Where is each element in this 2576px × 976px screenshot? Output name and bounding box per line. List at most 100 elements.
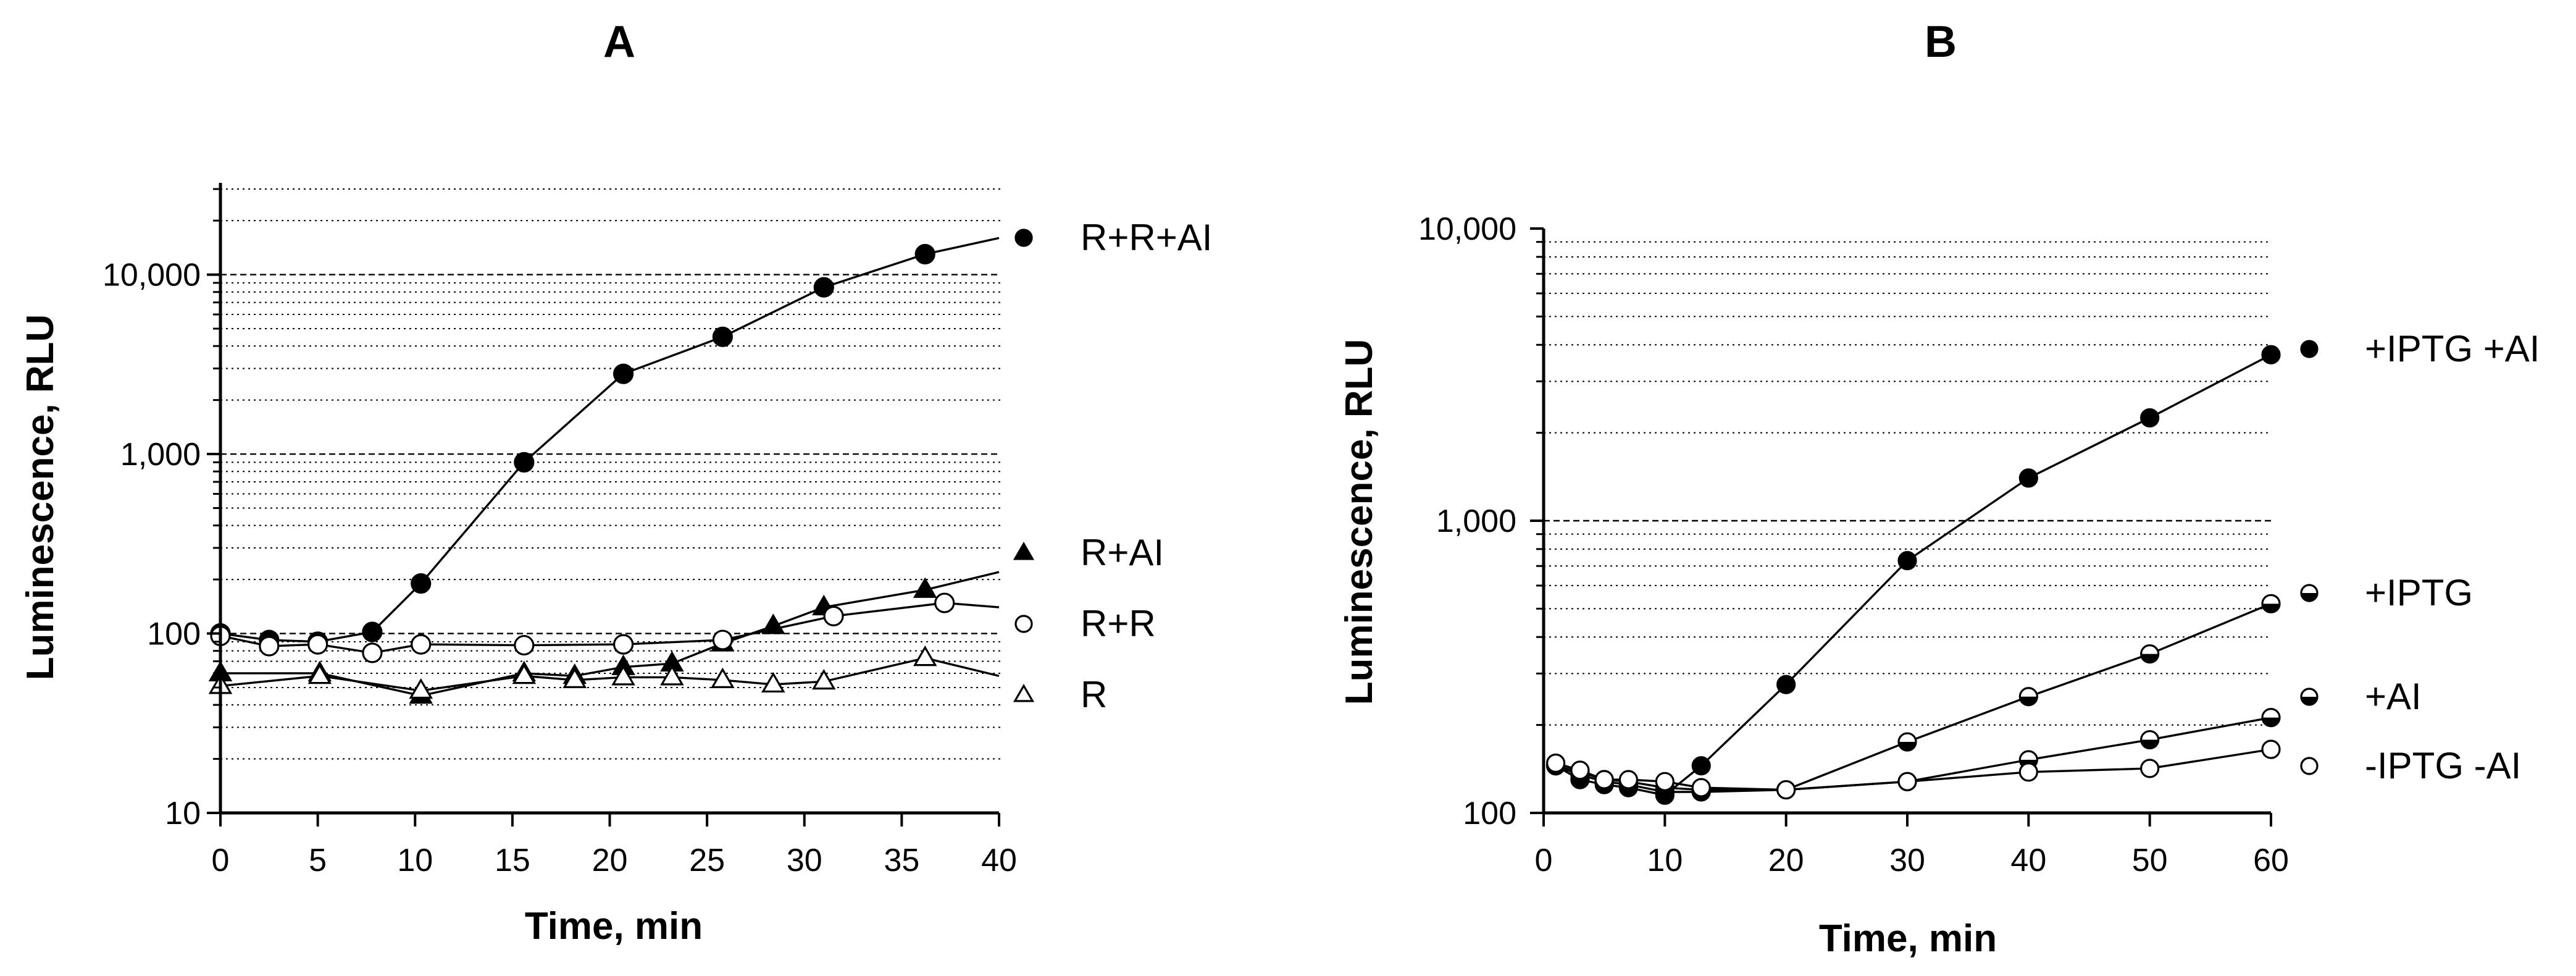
x-axis-label: Time, min (1819, 917, 1997, 960)
x-tick-label: 60 (2253, 843, 2289, 878)
y-axis-label: Luminescence, RLU (1338, 339, 1381, 705)
data-point (562, 667, 587, 688)
data-point (913, 577, 937, 598)
legend-marker (2300, 340, 2319, 358)
series-plusminus-iptg (1546, 594, 2281, 802)
x-tick-label: 30 (787, 843, 822, 878)
data-point (761, 671, 785, 693)
x-tick-label: 10 (1647, 843, 1683, 878)
y-tick-label: 10,000 (1418, 211, 1516, 247)
series-rplusminus-rplusminus-ai (210, 237, 1000, 652)
series-line (1555, 353, 2272, 796)
data-point (2018, 468, 2038, 488)
data-point (1691, 778, 1711, 797)
legend: R+R+AI R+AI R+R R (1013, 217, 1212, 715)
data-point (1546, 753, 1566, 773)
data-point (660, 665, 684, 686)
x-tick-label: 5 (309, 843, 327, 878)
legend-marker (2300, 584, 2319, 602)
data-point (514, 452, 535, 473)
legend: +IPTG +AI +IPTG +AI -IPTG -AI (2300, 328, 2540, 786)
series-line (220, 571, 1000, 697)
y-tick-label: 1,000 (1436, 503, 1516, 539)
chart-panel-b: B Luminescence, RLU Time, min 0 10 20 30 40 5… (1338, 17, 2540, 960)
series-line (220, 602, 1000, 654)
data-point (914, 243, 935, 265)
data-point (1655, 772, 1675, 791)
y-axis-label: Luminescence, RLU (19, 314, 62, 681)
data-point (711, 667, 735, 688)
data-point (712, 326, 733, 347)
series-line (220, 657, 1000, 692)
legend-marker (1014, 229, 1033, 247)
legend-label: R+R (1081, 603, 1156, 644)
data-point (2140, 644, 2160, 664)
axes: 0 5 10 15 20 25 30 35 40 10 100 1,000 10,000 (102, 183, 1017, 878)
data-point (1776, 675, 1796, 694)
data-point (362, 621, 383, 642)
y-tick-label: 10 (165, 796, 201, 831)
legend-marker (2300, 688, 2319, 706)
data-point (934, 592, 955, 613)
data-point (512, 663, 537, 684)
series-group (1546, 345, 2281, 805)
legend-marker (1014, 615, 1033, 633)
data-point (811, 668, 836, 690)
series-line (220, 237, 1000, 643)
x-tick-label: 0 (212, 843, 230, 878)
data-point (307, 663, 332, 684)
data-point (307, 634, 328, 655)
chart-title: A (603, 17, 635, 67)
gridlines (1544, 241, 2271, 726)
data-point (2140, 759, 2160, 778)
data-point (613, 363, 634, 384)
data-point (1776, 780, 1796, 800)
data-point (1594, 770, 1614, 789)
y-tick-label: 1,000 (120, 437, 201, 473)
x-tick-label: 50 (2132, 843, 2168, 878)
data-point (2140, 408, 2160, 428)
data-point (259, 636, 280, 657)
data-point (1897, 551, 1917, 571)
x-tick-label: 40 (2010, 843, 2046, 878)
data-point (409, 678, 433, 699)
legend-marker (1013, 683, 1035, 702)
data-point (823, 605, 844, 626)
series-minus-iptg-minus-ai (1546, 739, 2281, 800)
data-point (411, 573, 432, 594)
gridlines (220, 188, 1000, 760)
data-point (2018, 687, 2038, 707)
x-tick-label: 40 (981, 843, 1017, 878)
data-point (362, 642, 383, 663)
data-point (2140, 730, 2160, 750)
x-tick-label: 30 (1889, 843, 1925, 878)
data-point (1691, 756, 1711, 776)
data-point (1897, 772, 1917, 791)
x-tick-label: 10 (397, 843, 433, 878)
data-point (611, 665, 635, 686)
data-point (2261, 345, 2281, 364)
data-point (1897, 732, 1917, 752)
data-point (411, 634, 432, 655)
legend-label: R+AI (1081, 532, 1164, 573)
x-tick-label: 15 (495, 843, 530, 878)
legend-label: +IPTG (2365, 572, 2473, 613)
chart-panel-a: A Luminescence, RLU Time, min 0 5 10 15 20 25… (19, 17, 1212, 948)
chart-title: B (1925, 17, 1957, 67)
data-point (2018, 762, 2038, 782)
x-axis-label: Time, min (525, 905, 703, 948)
legend-label: +IPTG +AI (2365, 328, 2540, 369)
series-group (208, 237, 1000, 704)
data-point (514, 634, 535, 656)
series-rplusminus-r (210, 592, 1000, 663)
x-tick-label: 35 (884, 843, 919, 878)
y-tick-label: 10,000 (102, 258, 201, 293)
y-tick-label: 100 (1463, 796, 1516, 831)
x-tick-label: 20 (1768, 843, 1804, 878)
data-point (913, 645, 937, 667)
legend-marker (2300, 757, 2319, 775)
data-point (712, 629, 733, 650)
x-tick-label: 0 (1535, 843, 1553, 878)
data-point (2261, 708, 2281, 728)
